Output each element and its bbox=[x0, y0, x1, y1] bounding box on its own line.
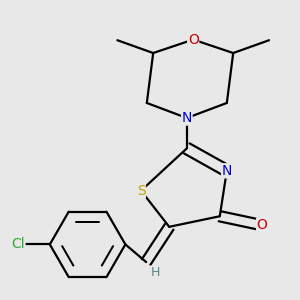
Text: N: N bbox=[222, 164, 232, 178]
Text: S: S bbox=[137, 184, 146, 198]
Text: O: O bbox=[256, 218, 268, 232]
Text: Cl: Cl bbox=[11, 237, 25, 251]
Text: N: N bbox=[182, 111, 192, 125]
Text: H: H bbox=[150, 266, 160, 279]
Text: O: O bbox=[188, 33, 199, 46]
